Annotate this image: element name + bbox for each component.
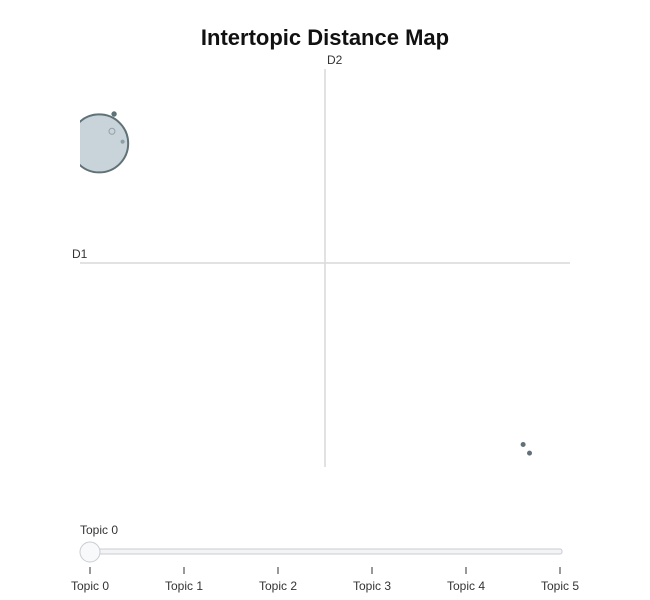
slider-current-label: Topic 0 [80,523,118,537]
x-axis-label: D1 [72,247,88,261]
slider-handle[interactable] [79,541,101,563]
slider-track[interactable] [89,548,563,555]
slider-tick-label[interactable]: Topic 3 [353,579,391,593]
topic-bubble-3[interactable] [120,139,125,144]
y-axis-label: D2 [327,53,343,67]
topic-bubble-5[interactable] [527,450,533,456]
slider-tick-label[interactable]: Topic 0 [71,579,109,593]
slider-tick-label[interactable]: Topic 4 [447,579,485,593]
chart-title: Intertopic Distance Map [201,25,449,50]
topic-bubble-4[interactable] [520,442,526,448]
slider-ticks: Topic 0 Topic 1 Topic 2 Topic 3 Topic 4 Topic… [71,567,579,593]
topic-bubble-2[interactable] [108,127,116,135]
topic-bubble-1[interactable] [111,111,117,117]
slider-tick-label[interactable]: Topic 2 [259,579,297,593]
topic-bubble-0[interactable] [70,113,130,174]
slider-tick-label[interactable]: Topic 1 [165,579,203,593]
topic-slider[interactable]: Topic 0 Topic 0 Topic 1 Topic 2 Topic 3 Topi… [71,523,579,593]
plot-area: D1 D2 [70,53,570,467]
points-layer [70,111,533,456]
slider-tick-label[interactable]: Topic 5 [541,579,579,593]
